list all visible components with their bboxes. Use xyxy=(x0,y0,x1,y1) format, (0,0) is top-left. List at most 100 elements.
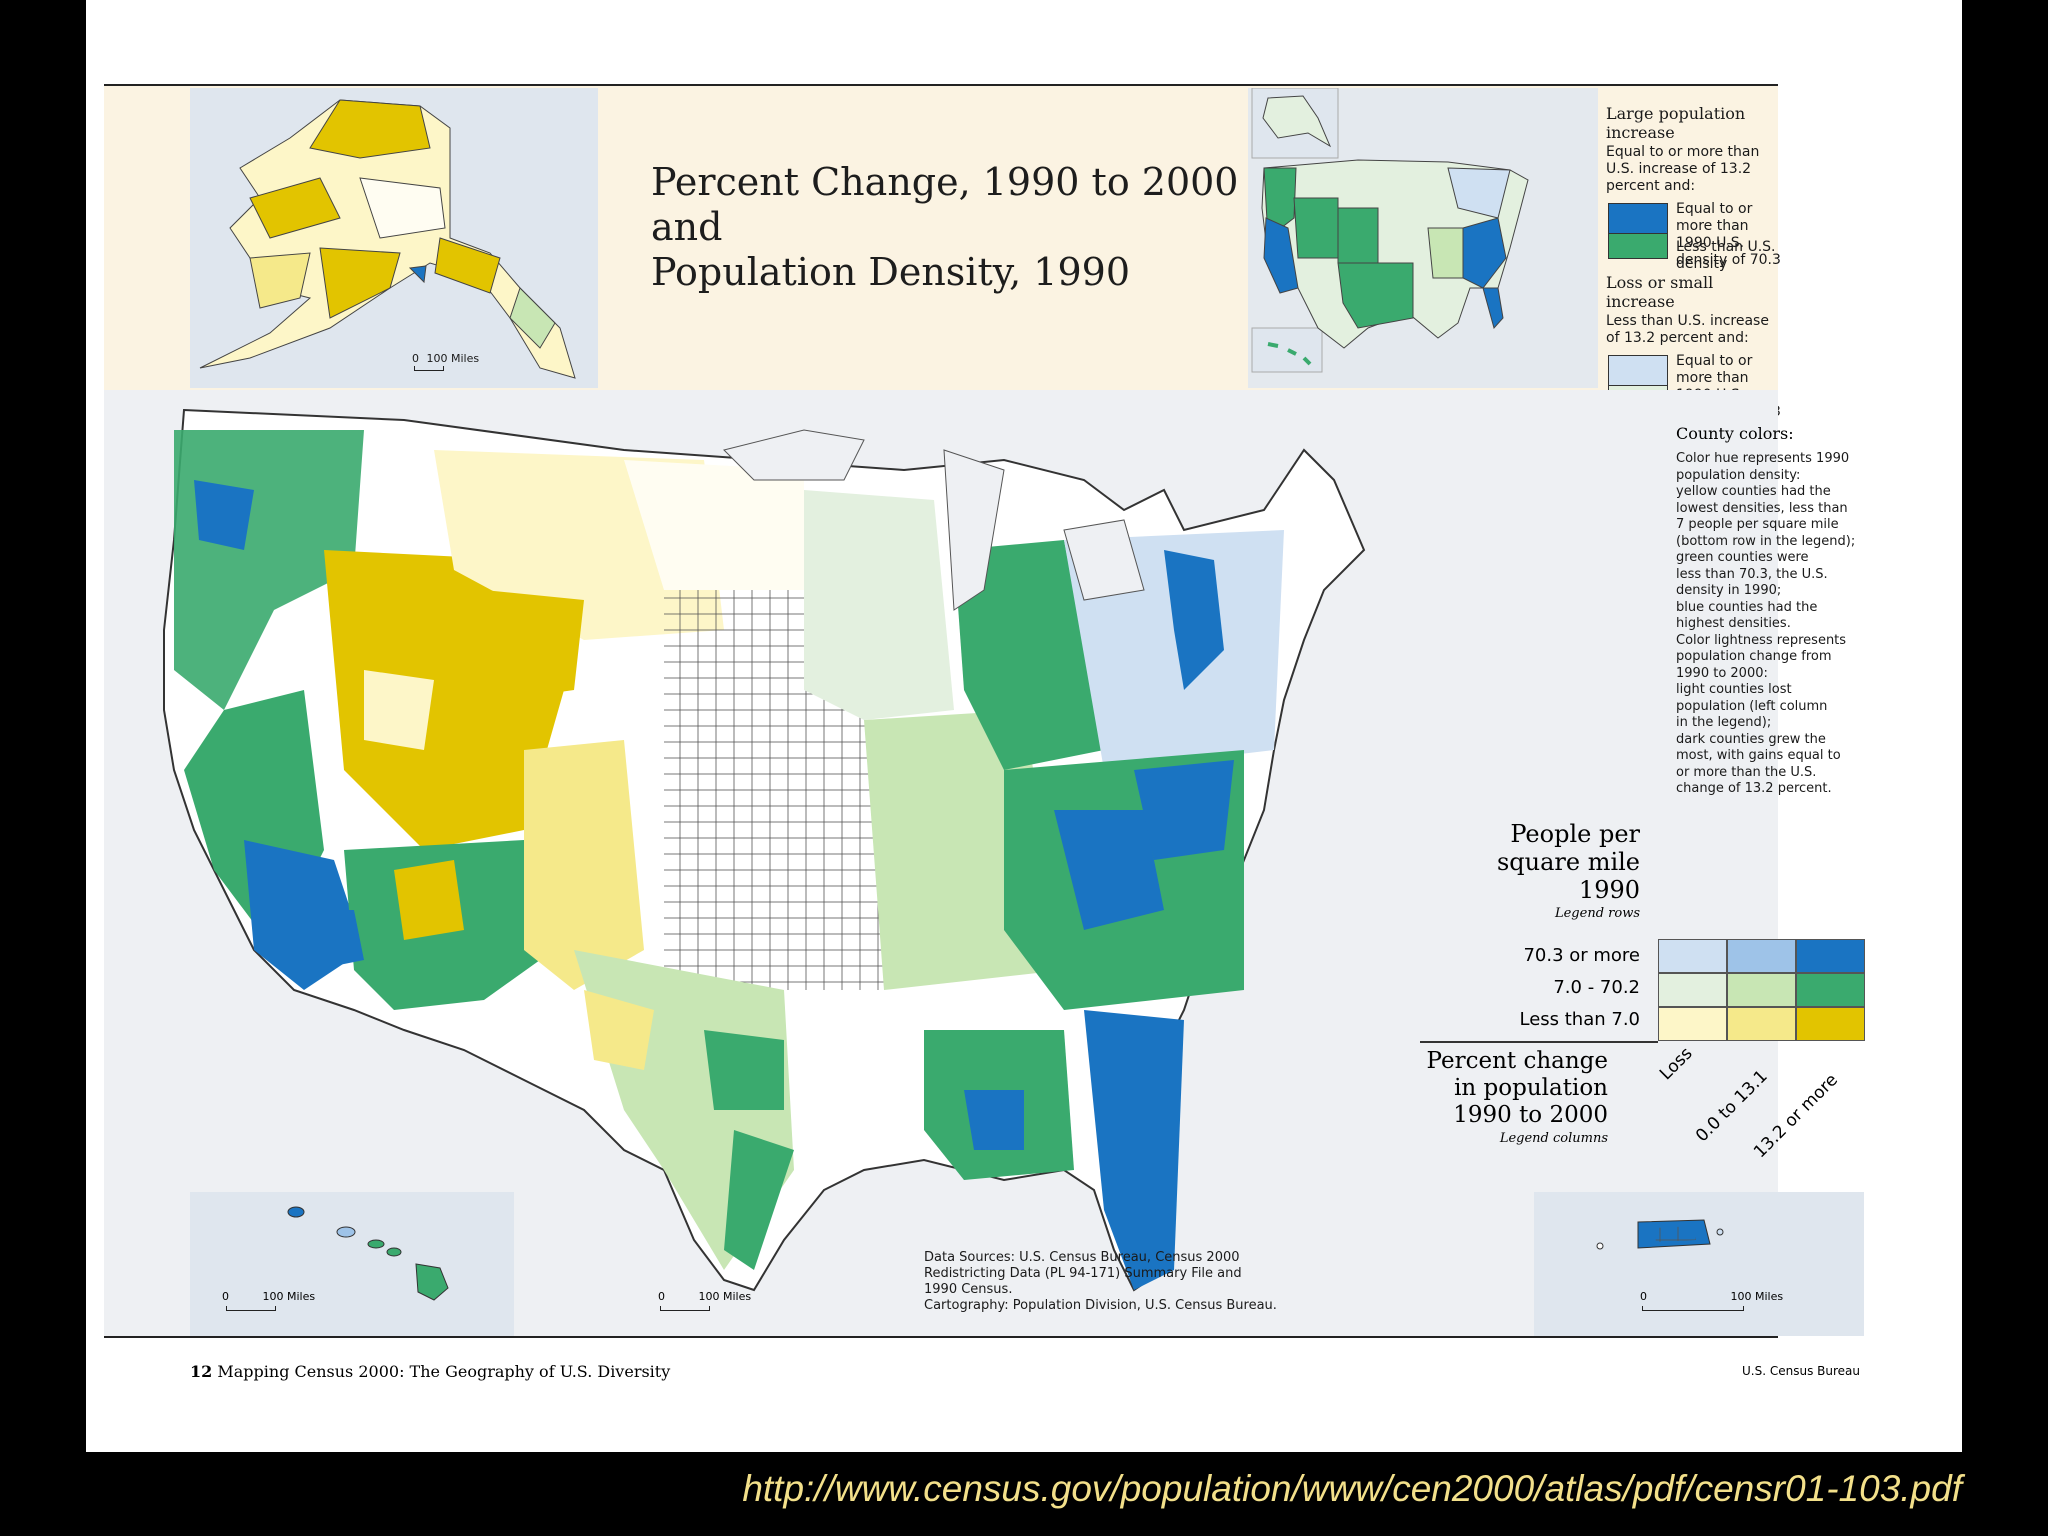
swatch-high-loss xyxy=(1658,939,1727,973)
puerto-rico-inset: 0 100 Miles xyxy=(1534,1192,1864,1336)
swatch-low-large xyxy=(1796,1007,1865,1041)
legend-rows-title-3: 1990 xyxy=(1578,876,1640,904)
county-colors-line: most, with gains equal to xyxy=(1676,748,1841,763)
region-wyoming xyxy=(484,590,584,700)
hawaii-scale-label: 100 Miles xyxy=(262,1290,316,1303)
summary-legend: Large population increase Equal to or mo… xyxy=(1606,104,1782,424)
loss-desc: Less than U.S. increase of 13.2 percent … xyxy=(1606,313,1769,346)
pr-scale-label: 100 Miles xyxy=(1730,1290,1784,1303)
county-colors-line: dark counties grew the xyxy=(1676,731,1826,747)
region-phoenix xyxy=(304,910,364,970)
hawaii-scale-bar xyxy=(226,1306,276,1311)
legend-cols-title-2: in population xyxy=(1454,1075,1608,1101)
region-florida xyxy=(1084,1010,1184,1290)
county-colors-line: Color hue represents 1990 xyxy=(1676,451,1850,466)
agency-name: U.S. Census Bureau xyxy=(1742,1364,1860,1378)
large-increase-desc: Equal to or more than U.S. increase of 1… xyxy=(1606,144,1760,194)
region-texas-central xyxy=(704,1030,784,1110)
region-nevada-light xyxy=(364,670,434,750)
legend-rows-title-2: square mile xyxy=(1496,848,1640,876)
top-rule xyxy=(104,84,1778,86)
loss-title: Loss or small increase xyxy=(1606,273,1714,311)
region-dakotas xyxy=(624,460,804,590)
publication-title: Mapping Census 2000: The Geography of U.… xyxy=(217,1362,671,1381)
swatch-low-small xyxy=(1727,1007,1796,1041)
alaska-inset: 0 100 Miles xyxy=(190,88,598,388)
county-colors-line: 1990 to 2000: xyxy=(1676,665,1768,681)
county-colors-line: density in 1990; xyxy=(1676,583,1782,598)
region-new-orleans xyxy=(964,1090,1024,1150)
county-colors-heading: County colors: xyxy=(1676,424,1794,443)
loss-dense-swatch xyxy=(1608,355,1668,387)
county-colors-line: Color lightness represents xyxy=(1676,632,1847,648)
hawaii-inset: 0 100 Miles xyxy=(190,1192,514,1336)
bottom-rule xyxy=(104,1336,1778,1338)
region-texas-south xyxy=(724,1130,794,1270)
legend-cols-title-1: Percent change xyxy=(1426,1048,1608,1074)
lake-superior xyxy=(723,429,865,481)
data-sources-line-3: 1990 Census. xyxy=(924,1282,1013,1297)
legend-rows-caption: Legend rows xyxy=(1554,906,1640,921)
region-seattle xyxy=(194,480,254,550)
swatch-mid-large xyxy=(1796,973,1865,1007)
legend-cols-title-3: 1990 to 2000 xyxy=(1453,1102,1608,1128)
legend-rows-title-1: People per xyxy=(1510,820,1640,848)
legend-row-label: 70.3 or more xyxy=(1523,945,1640,966)
large-increase-item-1: Equal to or more than 1990 U.S. density … xyxy=(1676,201,1781,268)
legend-row-label: 7.0 - 70.2 xyxy=(1553,977,1640,998)
county-colors-note: County colors: Color hue represents 1990… xyxy=(1676,424,1876,798)
county-colors-line: lowest densities, less than xyxy=(1676,500,1848,516)
hawaii-map xyxy=(287,1206,449,1301)
legend-cols-caption: Legend columns xyxy=(1499,1131,1608,1146)
county-colors-line: population change from xyxy=(1676,649,1832,664)
region-carolinas xyxy=(1134,760,1234,860)
county-colors-line: change of 13.2 percent. xyxy=(1676,781,1832,796)
title-line-2: and xyxy=(651,205,723,249)
county-colors-line: blue counties had the xyxy=(1676,599,1818,615)
hawaii-scale-zero: 0 xyxy=(222,1290,229,1303)
swatch-low-loss xyxy=(1658,1007,1727,1041)
region-boston-nyc xyxy=(1164,550,1224,690)
large-dense-swatch xyxy=(1608,203,1668,235)
source-url[interactable]: http://www.census.gov/population/www/cen… xyxy=(742,1468,1962,1509)
swatch-mid-small xyxy=(1727,973,1796,1007)
data-sources-line-1: Data Sources: U.S. Census Bureau, Census… xyxy=(924,1250,1240,1265)
page-footer: 12 Mapping Census 2000: The Geography of… xyxy=(190,1362,670,1381)
title-line-3: Population Density, 1990 xyxy=(651,250,1131,294)
legend-row-labels: 70.3 or more 7.0 - 70.2 Less than 7.0 xyxy=(1440,940,1640,1036)
lake-huron xyxy=(1063,519,1145,601)
county-colors-line: population (left column xyxy=(1676,698,1828,714)
region-new-mexico xyxy=(524,740,644,990)
county-colors-line: less than 70.3, the U.S. xyxy=(1676,566,1828,582)
county-colors-line: population density: xyxy=(1676,467,1801,483)
county-colors-line: highest densities. xyxy=(1676,616,1791,631)
page-number: 12 xyxy=(190,1362,213,1381)
swatch-high-large xyxy=(1796,939,1865,973)
legend-row-label: Less than 7.0 xyxy=(1519,1009,1640,1030)
region-great-lakes xyxy=(954,540,1104,770)
large-increase-title: Large population increase xyxy=(1606,104,1746,142)
alaska-scale-bar xyxy=(414,366,444,371)
legend-divider xyxy=(1420,1041,1658,1043)
swatch-high-small xyxy=(1727,939,1796,973)
alaska-map xyxy=(199,99,576,379)
legend-rows-title: People per square mile 1990 Legend rows xyxy=(1440,820,1640,924)
county-map-svg xyxy=(163,408,1366,1292)
pr-scale-bar xyxy=(1642,1306,1744,1311)
county-colors-line: green counties were xyxy=(1676,550,1809,565)
puerto-rico-map xyxy=(1596,1219,1724,1250)
county-colors-line: in the legend); xyxy=(1676,715,1772,730)
county-colors-line: (bottom row in the legend); xyxy=(1676,533,1856,549)
data-sources-line-4: Cartography: Population Division, U.S. C… xyxy=(924,1298,1277,1313)
data-sources-line-2: Redistricting Data (PL 94-171) Summary F… xyxy=(924,1266,1242,1281)
map-title: Percent Change, 1990 to 2000 and Populat… xyxy=(651,160,1271,295)
main-scale-bar xyxy=(660,1306,710,1311)
region-atlanta xyxy=(1054,810,1164,930)
county-colors-line: yellow counties had the xyxy=(1676,484,1831,499)
alaska-scale-zero: 0 xyxy=(412,352,419,365)
data-sources: Data Sources: U.S. Census Bureau, Census… xyxy=(924,1250,1324,1314)
legend-grid xyxy=(1658,939,1865,1043)
summary-us-map xyxy=(1248,87,1598,388)
large-increase-item-2: Less than U.S. density xyxy=(1676,239,1776,272)
swatch-mid-loss xyxy=(1658,973,1727,1007)
